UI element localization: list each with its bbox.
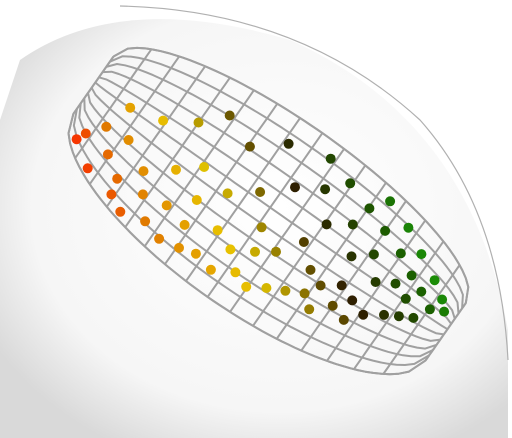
data-point	[80, 128, 91, 139]
data-point	[325, 153, 336, 164]
data-point	[358, 309, 369, 320]
data-point	[112, 173, 123, 184]
data-point	[255, 187, 266, 197]
data-point	[347, 219, 358, 230]
data-point	[315, 280, 326, 291]
data-point	[241, 281, 252, 292]
data-point	[395, 248, 406, 259]
data-point	[283, 138, 294, 149]
grid-line-across	[353, 240, 445, 370]
data-point	[256, 222, 267, 233]
data-point	[161, 200, 172, 211]
data-point	[179, 219, 190, 230]
cap-outline	[67, 46, 470, 376]
data-point	[400, 293, 411, 304]
sphere-body	[0, 5, 509, 438]
grid-line-across	[124, 77, 231, 228]
grid-line-across	[206, 132, 324, 298]
data-point	[338, 314, 349, 325]
grid-line-across	[74, 48, 153, 159]
data-point	[280, 285, 291, 296]
data-point	[321, 219, 332, 230]
data-point	[123, 135, 134, 145]
data-point	[385, 196, 396, 207]
data-point	[370, 277, 381, 287]
data-point	[327, 300, 338, 311]
data-point	[193, 117, 204, 128]
grid-line-across	[164, 103, 279, 265]
grid-line-across	[185, 117, 301, 282]
data-point	[346, 251, 357, 262]
data-point	[82, 163, 93, 174]
data-point	[299, 288, 310, 299]
data-point	[102, 149, 113, 160]
data-point	[230, 267, 241, 278]
data-point	[320, 184, 331, 195]
data-point	[298, 237, 309, 247]
data-points	[71, 102, 450, 325]
data-point	[364, 203, 375, 214]
data-point	[368, 249, 379, 260]
data-point	[158, 115, 169, 126]
data-point	[199, 162, 210, 172]
data-point	[416, 249, 427, 260]
data-point	[174, 242, 184, 253]
data-point	[115, 206, 126, 217]
data-point	[379, 309, 389, 320]
data-point	[439, 306, 450, 317]
grid-line-across	[88, 55, 181, 185]
data-point	[424, 304, 435, 315]
data-point	[106, 189, 117, 200]
data-point	[380, 225, 391, 236]
data-point	[222, 188, 233, 199]
data-point	[138, 166, 149, 177]
data-point	[406, 270, 417, 281]
data-point	[271, 246, 281, 257]
data-point	[304, 304, 315, 315]
grid-line-across	[300, 200, 407, 352]
data-point	[101, 121, 112, 132]
data-point	[403, 222, 414, 233]
data-point	[336, 280, 347, 291]
data-point	[345, 178, 356, 189]
grid-line-across	[326, 219, 427, 362]
grid-line-across	[105, 65, 206, 208]
data-point	[347, 295, 358, 306]
data-point	[250, 246, 260, 257]
data-point	[305, 264, 316, 275]
data-point	[224, 110, 235, 121]
data-point	[137, 189, 148, 200]
data-point	[390, 278, 401, 289]
data-point	[416, 286, 427, 297]
data-point	[125, 102, 136, 113]
data-point	[225, 244, 236, 255]
grid-line-across	[252, 164, 367, 327]
data-point	[290, 182, 300, 193]
data-point	[191, 195, 202, 205]
data-point	[205, 264, 216, 275]
data-point	[261, 283, 272, 293]
sphere-rim	[119, 5, 509, 361]
data-point	[212, 225, 223, 236]
data-point	[171, 164, 181, 175]
data-point	[393, 311, 404, 322]
data-point	[190, 248, 201, 259]
data-point	[71, 134, 82, 145]
grid-line-across	[382, 264, 461, 375]
data-point	[140, 216, 151, 227]
data-point	[154, 233, 165, 244]
data-point	[437, 294, 448, 305]
data-point	[244, 141, 255, 152]
data-point	[408, 312, 419, 323]
data-point	[429, 275, 440, 286]
